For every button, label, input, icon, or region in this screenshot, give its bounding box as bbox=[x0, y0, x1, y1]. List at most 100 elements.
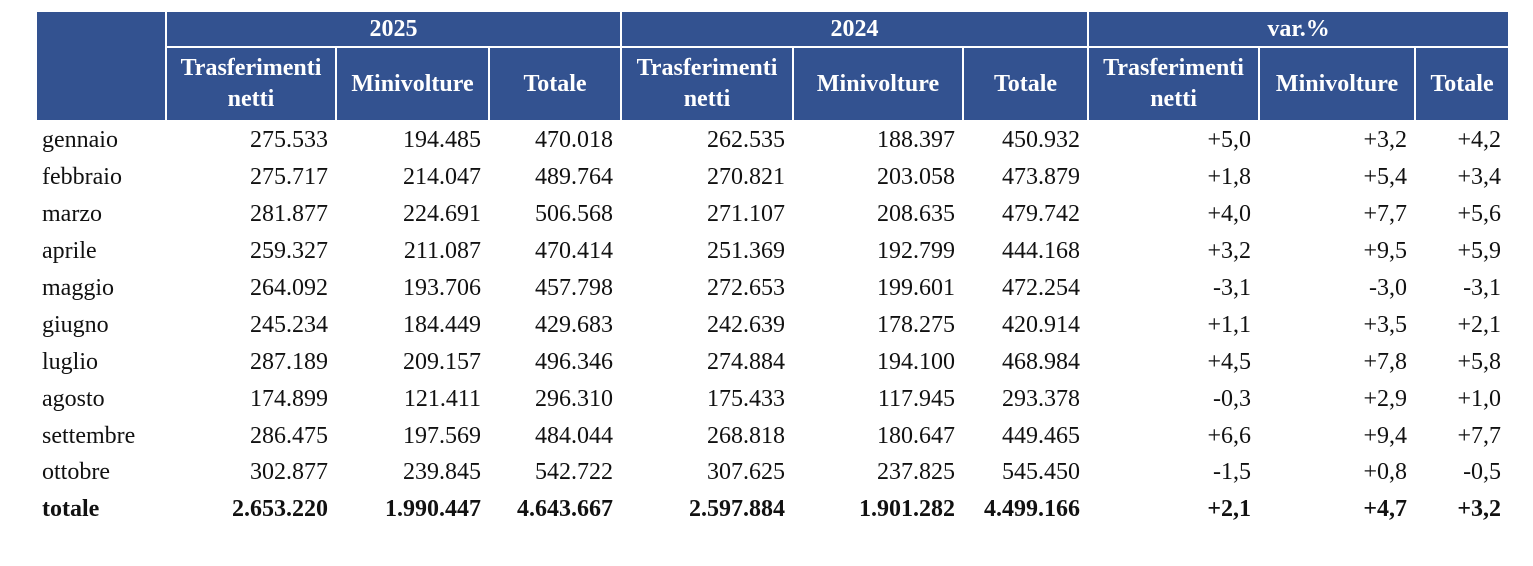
sub-header-row: Trasferimenti netti Minivolture Totale Tras… bbox=[36, 46, 1511, 122]
month-label: febbraio bbox=[42, 164, 122, 191]
value-cell: 429.683 bbox=[535, 311, 614, 338]
value-cell: +7,7 bbox=[1457, 422, 1502, 449]
total-label: totale bbox=[42, 496, 100, 523]
month-label: luglio bbox=[42, 348, 99, 375]
data-row: giugno 245.234 184.449 429.683 242.639 178.27… bbox=[36, 306, 1509, 343]
table-header: 2025 2024 var.% Trasferimenti netti Minivolt… bbox=[35, 10, 1511, 122]
value-cell: 208.635 bbox=[877, 201, 956, 228]
month-label: settembre bbox=[42, 422, 136, 449]
value-cell: 457.798 bbox=[535, 275, 614, 301]
column-header: Minivolture bbox=[335, 46, 490, 122]
value-cell: -0,5 bbox=[1463, 459, 1502, 486]
total-value: 2.653.220 bbox=[232, 496, 328, 523]
total-value: +2,1 bbox=[1207, 496, 1252, 523]
total-row: totale 2.653.220 1.990.447 4.643.667 2.597.8… bbox=[36, 491, 1509, 528]
value-cell: -3,0 bbox=[1369, 275, 1408, 301]
value-cell: 470.018 bbox=[535, 127, 614, 154]
value-cell: +7,7 bbox=[1363, 201, 1408, 228]
value-cell: +3,5 bbox=[1363, 311, 1408, 338]
total-value: +4,7 bbox=[1363, 496, 1408, 523]
value-cell: 209.157 bbox=[403, 348, 481, 375]
value-cell: 496.346 bbox=[535, 348, 614, 375]
total-value: +3,2 bbox=[1457, 496, 1502, 523]
value-cell: 274.884 bbox=[707, 348, 786, 375]
month-label: gennaio bbox=[42, 127, 118, 154]
value-cell: 270.821 bbox=[707, 164, 786, 191]
column-header: Minivolture bbox=[1258, 46, 1417, 122]
value-cell: 175.433 bbox=[707, 385, 786, 412]
value-cell: 268.818 bbox=[707, 422, 786, 449]
corner-cell bbox=[35, 10, 167, 122]
data-row: ottobre 302.877 239.845 542.722 307.625 237.8… bbox=[36, 454, 1509, 491]
value-cell: 214.047 bbox=[403, 164, 481, 191]
group-header: 2024 bbox=[620, 10, 1090, 48]
month-label: agosto bbox=[42, 385, 105, 412]
data-row: febbraio 275.717 214.047 489.764 270.821 203.… bbox=[36, 159, 1509, 196]
data-row: settembre 286.475 197.569 484.044 268.818 180… bbox=[36, 417, 1509, 454]
data-row: marzo 281.877 224.691 506.568 271.107 208.635… bbox=[36, 196, 1509, 233]
total-value: 2.597.884 bbox=[689, 496, 786, 523]
value-cell: 203.058 bbox=[877, 164, 956, 191]
value-cell: 444.168 bbox=[1002, 238, 1081, 265]
value-cell: 296.310 bbox=[535, 385, 614, 412]
value-cell: +3,2 bbox=[1363, 127, 1408, 154]
value-cell: +6,6 bbox=[1207, 422, 1252, 449]
value-cell: +7,8 bbox=[1363, 348, 1408, 375]
month-label: maggio bbox=[42, 275, 114, 301]
value-cell: 420.914 bbox=[1002, 311, 1081, 338]
month-label: giugno bbox=[42, 311, 109, 338]
value-cell: -1,5 bbox=[1213, 459, 1252, 486]
value-cell: 470.414 bbox=[535, 238, 614, 265]
value-cell: +9,5 bbox=[1363, 238, 1408, 265]
value-cell: 479.742 bbox=[1002, 201, 1081, 228]
value-cell: -3,1 bbox=[1463, 275, 1502, 301]
column-header: Trasferimenti netti bbox=[1087, 46, 1261, 122]
value-cell: 184.449 bbox=[403, 311, 481, 338]
value-cell: 224.691 bbox=[403, 201, 481, 228]
value-cell: 293.378 bbox=[1002, 385, 1081, 412]
value-cell: 286.475 bbox=[250, 422, 328, 449]
value-cell: +1,0 bbox=[1457, 385, 1502, 412]
value-cell: 117.945 bbox=[877, 385, 956, 412]
data-row: maggio 264.092 193.706 457.798 272.653 199.60… bbox=[36, 270, 1509, 307]
value-cell: 237.825 bbox=[877, 459, 956, 486]
value-cell: 307.625 bbox=[707, 459, 786, 486]
value-cell: +4,0 bbox=[1207, 201, 1252, 228]
group-header: var.% bbox=[1087, 10, 1511, 48]
value-cell: 178.275 bbox=[877, 311, 956, 338]
value-cell: 192.799 bbox=[877, 238, 956, 265]
value-cell: -0,3 bbox=[1213, 385, 1252, 412]
value-cell: 264.092 bbox=[250, 275, 328, 301]
value-cell: 245.234 bbox=[250, 311, 328, 338]
value-cell: +5,8 bbox=[1457, 348, 1502, 375]
value-cell: 121.411 bbox=[403, 385, 481, 412]
value-cell: 180.647 bbox=[877, 422, 956, 449]
value-cell: 484.044 bbox=[535, 422, 614, 449]
data-row: gennaio 275.533 194.485 470.018 262.535 188.3… bbox=[36, 121, 1509, 159]
value-cell: +1,8 bbox=[1207, 164, 1252, 191]
column-header: Trasferimenti netti bbox=[165, 46, 337, 122]
value-cell: 193.706 bbox=[403, 275, 481, 301]
value-cell: 199.601 bbox=[877, 275, 956, 301]
value-cell: 272.653 bbox=[707, 275, 786, 301]
value-cell: 194.485 bbox=[403, 127, 481, 154]
value-cell: 545.450 bbox=[1002, 459, 1081, 486]
value-cell: 302.877 bbox=[250, 459, 328, 486]
column-header: Minivolture bbox=[792, 46, 965, 122]
value-cell: 281.877 bbox=[250, 201, 328, 228]
value-cell: +2,1 bbox=[1457, 311, 1502, 338]
value-cell: +5,6 bbox=[1457, 201, 1502, 228]
value-cell: +4,5 bbox=[1207, 348, 1252, 375]
value-cell: 468.984 bbox=[1002, 348, 1081, 375]
value-cell: 197.569 bbox=[403, 422, 481, 449]
month-label: ottobre bbox=[42, 459, 110, 486]
column-header: Trasferimenti netti bbox=[620, 46, 795, 122]
value-cell: 449.465 bbox=[1002, 422, 1081, 449]
value-cell: 262.535 bbox=[707, 127, 786, 154]
data-row: aprile 259.327 211.087 470.414 251.369 192.79… bbox=[36, 233, 1509, 270]
value-cell: 251.369 bbox=[707, 238, 786, 265]
value-cell: -3,1 bbox=[1213, 275, 1252, 301]
total-value: 4.499.166 bbox=[984, 496, 1081, 523]
value-cell: 211.087 bbox=[403, 238, 481, 265]
